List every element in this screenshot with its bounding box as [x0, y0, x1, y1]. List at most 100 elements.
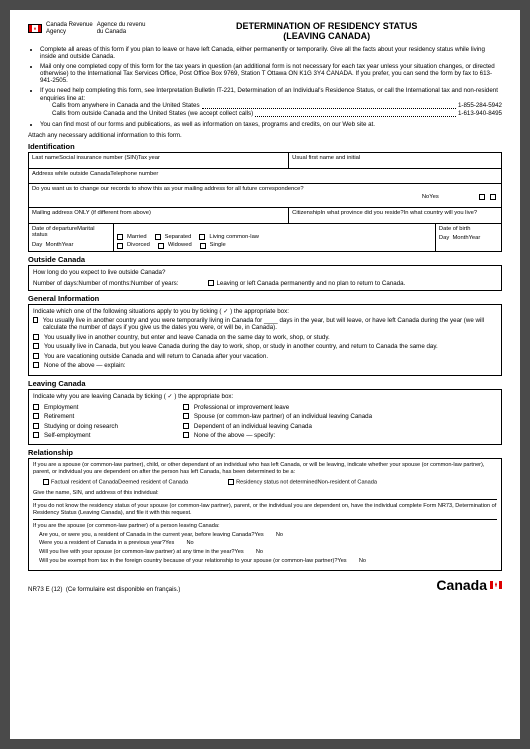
field-departure-date[interactable]: Date of departureMarital status Day Mont…: [29, 224, 114, 251]
bullet-1: Complete all areas of this form if you p…: [40, 46, 502, 60]
agency-en-1: Canada Revenue: [46, 22, 93, 29]
outside-q: How long do you expect to live outside C…: [33, 269, 497, 276]
gen-opt4-chk[interactable]: [33, 353, 39, 359]
ms-single: Single: [210, 242, 226, 249]
ms-divorced-chk[interactable]: [117, 243, 123, 249]
dep-monthyear: MonthYear: [46, 242, 74, 248]
section-leaving: Leaving Canada: [28, 379, 502, 388]
rel-q2: Were you a resident of Canada in a previ…: [39, 540, 174, 547]
ms-married-chk[interactable]: [117, 234, 123, 240]
rel-p2: If you do not know the residency status …: [33, 503, 497, 517]
field-address-phone[interactable]: Address while outside CanadaTelephone nu…: [29, 168, 502, 184]
title-line-2: (LEAVING CANADA): [151, 32, 502, 42]
form-title: DETERMINATION OF RESIDENCY STATUS (LEAVI…: [151, 22, 502, 42]
lv-study: Studying or doing research: [44, 423, 118, 430]
phone-1-label: Calls from anywhere in Canada and the Un…: [52, 102, 200, 110]
canada-wordmark: Canada: [436, 577, 502, 593]
rel-notdet: Residency status not determinedNon-resid…: [236, 480, 377, 486]
footer: NR73 E (12) (Ce formulaire est disponibl…: [28, 577, 502, 593]
section-relationship: Relationship: [28, 448, 502, 457]
field-firstname[interactable]: Usual first name and initial: [289, 152, 502, 168]
outside-perm-label: Leaving or left Canada permanently and n…: [216, 280, 405, 287]
canada-flag-icon: [28, 24, 42, 33]
bullet-2: Mail only one completed copy of this for…: [40, 63, 502, 84]
phone-2-number: 1-613-940-8495: [458, 110, 502, 118]
agency-fr-2: du Canada: [97, 29, 146, 36]
gen-intro: Indicate which one of the following situ…: [33, 308, 497, 315]
attach-note: Attach any necessary additional informat…: [28, 132, 502, 139]
gen-opt4: You are vacationing outside Canada and w…: [44, 353, 268, 360]
outside-duration[interactable]: Number of days:Number of months:Number o…: [33, 280, 178, 287]
dob-label: Date of birth: [439, 226, 498, 233]
gen-opt1: You usually live in another country and …: [43, 317, 497, 332]
lv-self-chk[interactable]: [33, 432, 39, 438]
field-citizenship-prov-country[interactable]: CitizenshipIn what province did you resi…: [289, 208, 502, 224]
leave-intro: Indicate why you are leaving Canada by t…: [33, 393, 497, 400]
gen-opt2-chk[interactable]: [33, 334, 39, 340]
lv-prof-chk[interactable]: [183, 404, 189, 410]
rel-p3: If you are the spouse (or common-law par…: [33, 523, 497, 530]
ms-divorced: Divorced: [127, 242, 150, 249]
section-identification: Identification: [28, 142, 502, 151]
ms-separated: Separated: [165, 234, 192, 241]
lv-retirement-chk[interactable]: [33, 413, 39, 419]
gov-signature: Canada Revenue Agency Agence du revenu d…: [28, 22, 145, 35]
relationship-box: If you are a spouse (or common-law partn…: [28, 458, 502, 570]
phone-row-1: Calls from anywhere in Canada and the Un…: [52, 102, 502, 110]
lv-dependent-chk[interactable]: [183, 423, 189, 429]
rel-notdet-chk[interactable]: [228, 479, 234, 485]
field-lastname-sin-year[interactable]: Last nameSocial insurance number (SIN)Ta…: [29, 152, 289, 168]
dob-day: Day: [439, 235, 449, 241]
outside-perm-chk[interactable]: [208, 280, 214, 286]
field-mailing-only[interactable]: Mailing address ONLY (if different from …: [29, 208, 289, 224]
outside-box: How long do you expect to live outside C…: [28, 265, 502, 291]
section-outside: Outside Canada: [28, 255, 502, 264]
header: Canada Revenue Agency Agence du revenu d…: [28, 22, 502, 42]
gen-opt5: None of the above — explain:: [44, 362, 126, 369]
field-dob[interactable]: Date of birth Day MonthYear: [435, 224, 501, 251]
agency-name-en: Canada Revenue Agency: [46, 22, 93, 35]
lv-retirement: Retirement: [44, 413, 74, 420]
ms-single-chk[interactable]: [200, 243, 206, 249]
mailing-no-checkbox[interactable]: [479, 194, 485, 200]
lv-spouse-chk[interactable]: [183, 413, 189, 419]
mailing-yes-label: Yes: [429, 194, 438, 200]
ms-separated-chk[interactable]: [155, 234, 161, 240]
lv-prof: Professional or improvement leave: [194, 404, 289, 411]
phone-lines: Calls from anywhere in Canada and the Un…: [52, 102, 502, 118]
footer-fr: (Ce formulaire est disponible en françai…: [66, 586, 181, 593]
rel-q3: Will you live with your spouse (or commo…: [39, 549, 244, 556]
field-mailing-change[interactable]: Do you want us to change our records to …: [29, 184, 502, 208]
gen-opt3-chk[interactable]: [33, 343, 39, 349]
form-code: NR73 E (12) (Ce formulaire est disponibl…: [28, 586, 180, 593]
rel-factual-chk[interactable]: [43, 479, 49, 485]
rel-q3-no: No: [256, 549, 263, 556]
lv-employment: Employment: [44, 404, 78, 411]
agency-name-fr: Agence du revenu du Canada: [97, 22, 146, 35]
rel-q2-no: No: [186, 540, 193, 547]
ms-married: Married: [127, 234, 147, 241]
gen-opt5-chk[interactable]: [33, 362, 39, 368]
field-marital-status[interactable]: Married Separated Living common-law Divo…: [114, 224, 435, 251]
gen-opt3: You usually live in Canada, but you leav…: [44, 343, 438, 350]
wordmark-flag-icon: [490, 581, 502, 589]
lv-spouse: Spouse (or common-law partner) of an ind…: [194, 413, 372, 420]
bullet-4: You can find most of our forms and publi…: [40, 121, 502, 128]
departure-label: Date of departureMarital status: [32, 226, 110, 239]
bullet-3-text: If you need help completing this form, s…: [40, 87, 498, 101]
identification-table: Last nameSocial insurance number (SIN)Ta…: [28, 152, 502, 252]
rel-q1: Are you, or were you, a resident of Cana…: [39, 532, 264, 539]
gen-opt1-chk[interactable]: [33, 317, 38, 323]
rel-q1-no: No: [276, 532, 283, 539]
ms-widowed-chk[interactable]: [158, 243, 164, 249]
gen-opt2: You usually live in another country, but…: [44, 334, 330, 341]
rel-q4: Will you be exempt from tax in the forei…: [39, 558, 347, 565]
rel-factual: Factual resident of CanadaDeemed residen…: [51, 480, 188, 486]
lv-none-chk[interactable]: [183, 432, 189, 438]
ms-commonlaw: Living common-law: [209, 234, 259, 241]
mailing-yes-checkbox[interactable]: [490, 194, 496, 200]
agency-en-2: Agency: [46, 29, 93, 36]
ms-commonlaw-chk[interactable]: [199, 234, 205, 240]
lv-study-chk[interactable]: [33, 423, 39, 429]
lv-employment-chk[interactable]: [33, 404, 39, 410]
